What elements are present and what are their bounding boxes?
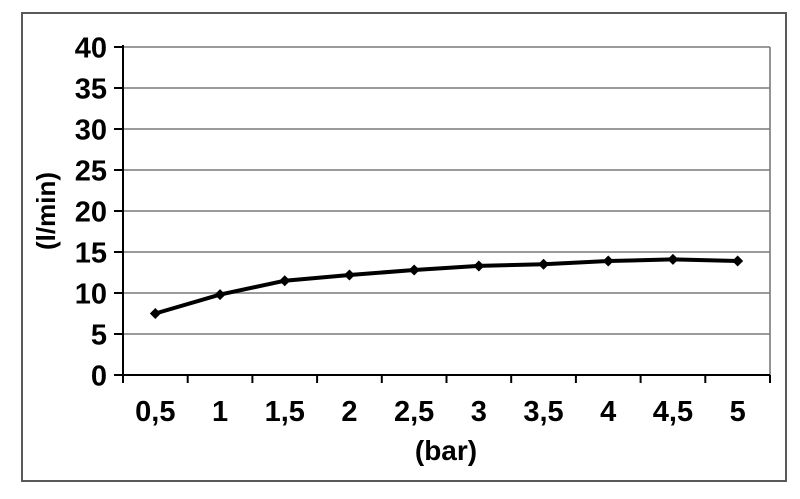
y-tick-label: 20: [75, 196, 107, 228]
y-tick-label: 35: [75, 73, 107, 105]
data-series-line: [153, 257, 740, 316]
x-tick-label: 3,5: [523, 396, 563, 428]
x-tick-label: 4: [600, 396, 616, 428]
data-point-marker: [408, 264, 420, 276]
x-tick-label: 1: [212, 396, 228, 428]
y-tick-label: 10: [75, 278, 107, 310]
x-tick-label: 4,5: [653, 396, 693, 428]
data-point-marker: [473, 260, 485, 272]
y-tick-label: 15: [75, 237, 107, 269]
data-point-marker: [667, 253, 679, 265]
x-tick-label: 3: [471, 396, 487, 428]
y-tick-label: 5: [91, 319, 107, 351]
x-tick-label: 0,5: [135, 396, 175, 428]
data-point-marker: [602, 255, 614, 267]
y-tick-label: 40: [75, 32, 107, 64]
data-point-marker: [214, 289, 226, 301]
x-tick-label: 1,5: [265, 396, 305, 428]
x-tick-label: 5: [730, 396, 746, 428]
y-tick-label: 30: [75, 114, 107, 146]
x-axis-title: (bar): [414, 435, 478, 466]
x-tick-label: 2: [341, 396, 357, 428]
y-tick-label: 0: [91, 360, 107, 392]
y-tick-label: 25: [75, 155, 107, 187]
data-point-marker: [732, 255, 744, 267]
data-point-marker: [279, 275, 291, 287]
x-tick-label: 2,5: [394, 396, 434, 428]
chart-frame: [21, 12, 787, 482]
y-axis-title: (l/min): [31, 172, 61, 250]
data-point-marker: [343, 269, 355, 281]
data-point-marker: [538, 258, 550, 270]
data-point-marker: [149, 308, 161, 319]
